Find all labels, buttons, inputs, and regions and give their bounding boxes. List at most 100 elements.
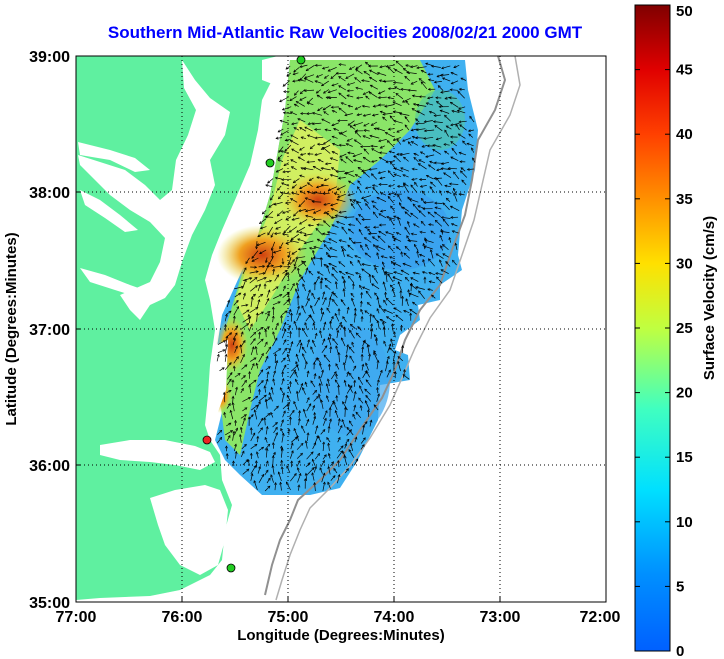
velocity-arrow	[335, 345, 339, 354]
velocity-arrow-head	[310, 257, 314, 261]
colorbar-tick-label: 25	[676, 320, 693, 337]
velocity-arrow-head	[360, 244, 363, 248]
tick-marks	[76, 191, 501, 602]
velocity-arrow-head	[379, 65, 383, 69]
velocity-arrow-head	[286, 394, 290, 398]
velocity-arrow-head	[445, 261, 449, 264]
velocity-arrow	[226, 422, 232, 427]
velocity-arrow	[322, 233, 330, 236]
velocity-arrow	[300, 190, 306, 195]
velocity-arrow-head	[310, 304, 313, 309]
velocity-arrow-head	[317, 452, 320, 456]
velocity-arrow-head	[398, 112, 403, 116]
velocity-arrow-head	[255, 307, 259, 310]
velocity-arrow	[381, 255, 388, 259]
velocity-arrow	[393, 111, 402, 114]
velocity-arrow	[257, 232, 266, 237]
velocity-arrow-head	[383, 340, 386, 344]
velocity-arrow-head	[290, 312, 293, 316]
velocity-arrow-head	[323, 211, 327, 214]
velocity-arrow	[373, 334, 378, 340]
velocity-arrow-head	[331, 461, 334, 465]
velocity-arrow	[356, 97, 363, 99]
albemarle-sound	[100, 440, 215, 470]
velocity-arrow	[357, 167, 364, 172]
velocity-arrow-head	[299, 186, 303, 189]
blue-patch-2	[310, 325, 390, 435]
velocity-arrow	[345, 156, 354, 163]
velocity-arrow-head	[359, 404, 363, 408]
velocity-arrow	[429, 111, 436, 114]
velocity-arrow-head	[379, 369, 383, 373]
velocity-arrow	[226, 390, 232, 394]
pamlico-sound	[150, 485, 228, 575]
velocity-arrow-head	[279, 264, 283, 268]
velocity-arrow	[373, 211, 379, 219]
velocity-arrow-head	[361, 268, 365, 272]
velocity-arrow	[321, 118, 331, 124]
velocity-arrow-head	[441, 77, 446, 81]
velocity-arrow	[346, 254, 353, 259]
velocity-arrow	[321, 167, 331, 171]
velocity-arrow-head	[420, 81, 424, 85]
velocity-arrow-head	[359, 385, 362, 389]
velocity-arrow-head	[232, 315, 236, 319]
velocity-arrow-head	[258, 331, 262, 335]
velocity-arrow-head	[280, 445, 283, 449]
velocity-arrow-head	[297, 247, 301, 251]
velocity-arrow	[390, 338, 394, 348]
velocity-arrow	[330, 174, 339, 178]
velocity-arrow	[296, 226, 306, 233]
velocity-arrow	[256, 401, 261, 410]
velocity-arrow	[253, 480, 258, 491]
velocity-arrow-head	[376, 296, 380, 300]
velocity-arrow	[412, 203, 419, 211]
velocity-arrow-head	[434, 201, 438, 205]
velocity-arrow	[371, 200, 377, 204]
velocity-arrow-head	[368, 91, 372, 95]
velocity-arrow-head	[310, 380, 314, 384]
velocity-arrow	[328, 443, 330, 451]
velocity-arrow	[336, 450, 343, 459]
velocity-arrow	[370, 323, 373, 332]
velocity-arrow-head	[347, 193, 351, 197]
velocity-arrow-head	[472, 157, 475, 161]
velocity-arrow-head	[402, 262, 406, 266]
velocity-arrow	[338, 92, 347, 100]
velocity-arrow-head	[235, 386, 238, 390]
velocity-arrow-head	[252, 293, 256, 297]
velocity-arrow	[434, 114, 441, 117]
velocity-arrow-head	[289, 198, 293, 201]
velocity-arrow-head	[337, 459, 340, 464]
velocity-arrow-head	[252, 432, 256, 436]
velocity-arrow	[240, 340, 246, 347]
velocity-arrow-head	[386, 140, 390, 144]
velocity-arrow	[390, 205, 395, 212]
velocity-arrow-head	[346, 371, 350, 375]
velocity-arrow-head	[449, 101, 453, 105]
velocity-arrow	[327, 378, 330, 386]
velocity-arrow	[362, 135, 371, 140]
velocity-arrow	[428, 272, 436, 276]
velocity-arrow	[329, 247, 337, 252]
velocity-arrow	[319, 383, 322, 393]
velocity-arrow-head	[459, 124, 463, 128]
velocity-arrow	[282, 348, 287, 355]
velocity-arrow	[444, 185, 451, 188]
velocity-arrow	[420, 185, 427, 188]
velocity-arrow	[275, 177, 283, 180]
velocity-arrow-head	[362, 424, 366, 428]
velocity-arrow-head	[277, 187, 280, 191]
velocity-arrow-head	[278, 348, 282, 351]
velocity-arrow	[468, 133, 474, 138]
velocity-arrow-head	[293, 427, 297, 432]
velocity-arrow-head	[389, 161, 393, 165]
velocity-arrow-head	[416, 103, 420, 107]
velocity-arrow-head	[439, 234, 443, 238]
velocity-arrow	[349, 420, 353, 427]
velocity-arrow	[259, 249, 267, 255]
velocity-arrow-head	[324, 345, 328, 349]
velocity-arrow	[226, 435, 231, 441]
velocity-arrow	[348, 224, 356, 226]
velocity-arrow-head	[256, 435, 260, 439]
